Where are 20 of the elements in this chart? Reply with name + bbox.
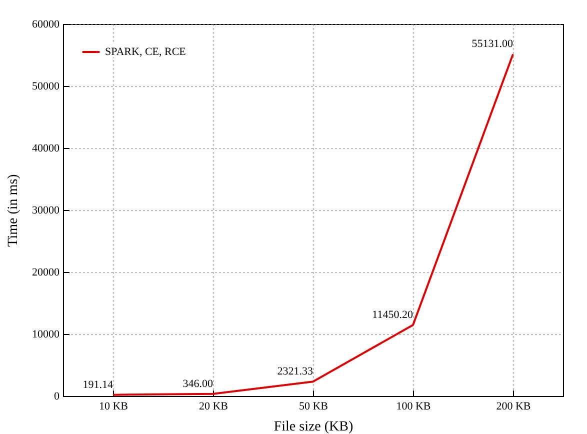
data-label: 11450.20 [372,309,414,322]
x-tick-label: 50 KB [298,400,328,412]
y-axis-title: Time (in ms) [6,174,21,247]
data-label: 55131.00 [472,38,514,50]
data-label: 191.14 [82,378,114,391]
y-tick-label: 40000 [32,142,60,154]
x-axis-title: File size (KB) [274,420,354,434]
x-tick-label: 20 KB [198,400,228,412]
y-tick-label: 0 [54,390,60,402]
y-tick-label: 30000 [32,204,60,216]
data-label: 2321.33 [277,366,314,378]
y-tick-label: 60000 [32,18,60,30]
x-tick-label: 200 KB [496,400,531,412]
legend-label: SPARK, CE, RCE [105,46,186,58]
y-tick-label: 50000 [32,80,60,92]
x-tick-label: 10 KB [98,400,128,412]
y-tick-label: 20000 [32,266,60,278]
y-tick-label: 10000 [32,328,60,340]
x-tick-label: 100 KB [396,400,431,412]
data-label: 346.00 [182,378,214,390]
